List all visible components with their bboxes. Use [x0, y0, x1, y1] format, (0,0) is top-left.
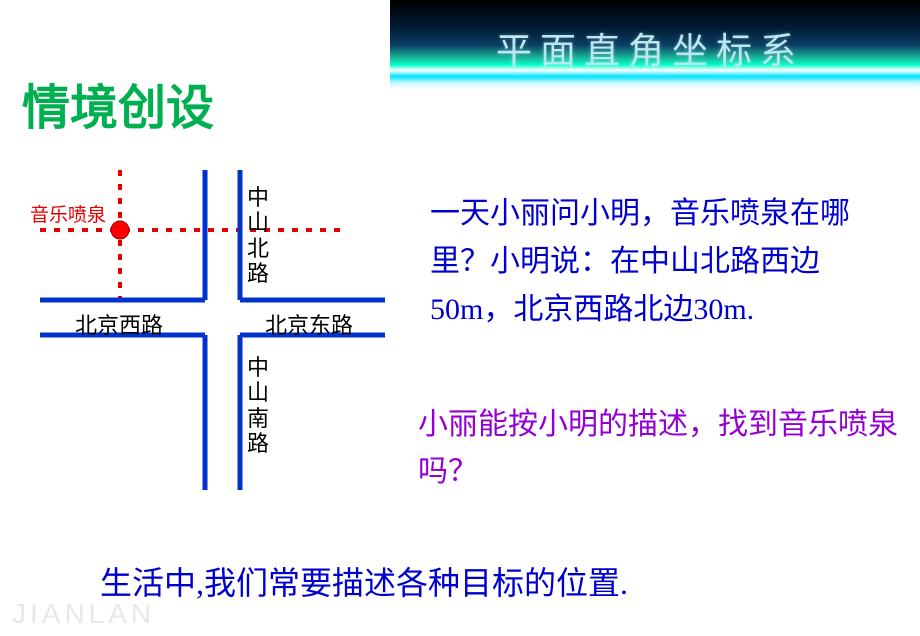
- road-map-diagram: 音乐喷泉 中山北路 中山南路 北京西路 北京东路: [25, 170, 385, 500]
- west-road-label: 北京西路: [75, 308, 163, 340]
- banner-title: 平面直角坐标系: [400, 22, 900, 74]
- footer-paragraph: 生活中,我们常要描述各种目标的位置.: [100, 558, 860, 604]
- east-road-label: 北京东路: [265, 308, 353, 340]
- watermark: JIANLAN: [12, 598, 155, 630]
- north-road-label: 中山北路: [247, 185, 269, 286]
- fountain-dot: [111, 221, 129, 239]
- header-banner: 平面直角坐标系: [390, 0, 920, 90]
- paragraph-2: 小丽能按小明的描述，找到音乐喷泉吗？: [418, 402, 908, 495]
- paragraph-1: 一天小丽问小明，音乐喷泉在哪里？小明说：在中山北路西边50m，北京西路北边30m…: [430, 190, 900, 334]
- section-title: 情境创设: [22, 68, 214, 138]
- south-road-label: 中山南路: [247, 355, 269, 456]
- fountain-label: 音乐喷泉: [30, 200, 106, 227]
